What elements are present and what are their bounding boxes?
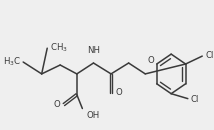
Text: O: O [116, 88, 122, 97]
Text: Cl: Cl [191, 95, 199, 104]
Text: H$_3$C: H$_3$C [3, 56, 21, 68]
Text: CH$_3$: CH$_3$ [50, 42, 68, 54]
Text: O: O [147, 56, 154, 65]
Text: NH: NH [87, 46, 100, 55]
Text: OH: OH [86, 110, 99, 119]
Text: O: O [54, 100, 60, 109]
Text: Cl: Cl [205, 51, 213, 60]
